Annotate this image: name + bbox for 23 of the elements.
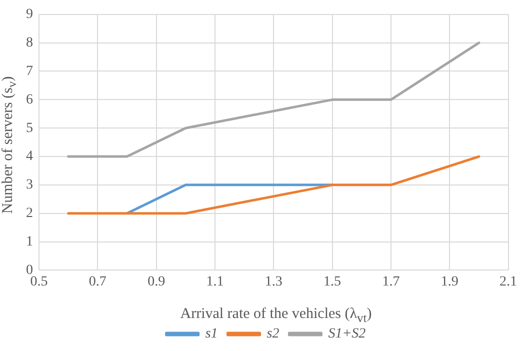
legend-label: s1 <box>205 326 218 342</box>
legend-label: S1+S2 <box>328 326 366 342</box>
y-tick-label: 1 <box>26 234 33 250</box>
y-tick-label: 6 <box>26 92 33 108</box>
y-tick-label: 0 <box>26 262 33 278</box>
y-tick-label: 3 <box>26 178 33 193</box>
x-tick-label: 0.9 <box>148 274 166 290</box>
y-tick-label: 2 <box>26 206 33 222</box>
x-tick-label: 0.5 <box>30 274 48 290</box>
x-tick-label: 1.3 <box>264 274 282 290</box>
y-tick-label: 9 <box>26 7 33 22</box>
x-tick-label: 0.7 <box>88 274 106 290</box>
x-tick-label: 2.1 <box>500 274 517 290</box>
y-tick-label: 8 <box>26 35 33 50</box>
x-tick-label: 1.5 <box>324 274 342 290</box>
legend-label: s2 <box>266 326 280 342</box>
y-tick-label: 5 <box>26 120 33 136</box>
y-tick-label: 7 <box>26 64 33 79</box>
x-tick-label: 1.1 <box>206 274 224 290</box>
x-axis-title: Arrival rate of the vehicles (λ$_{vt}$) <box>180 306 372 326</box>
x-tick-label: 1.9 <box>440 274 458 290</box>
x-tick-label: 1.7 <box>382 274 400 290</box>
y-tick-label: 4 <box>26 149 33 164</box>
